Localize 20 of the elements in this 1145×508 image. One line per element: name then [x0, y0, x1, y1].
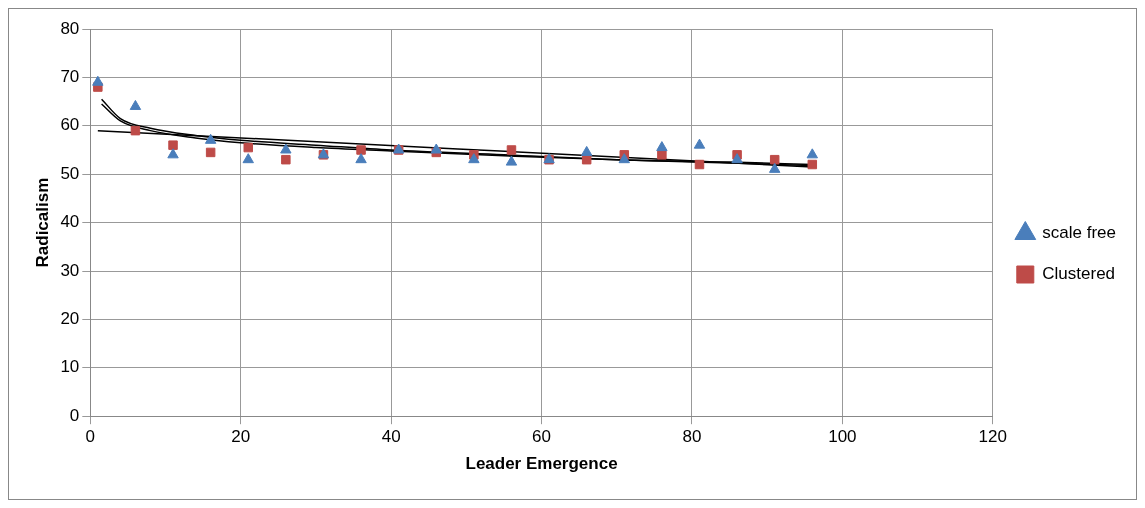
y-tick-label: 50: [60, 163, 80, 183]
y-tick-label: 0: [69, 405, 80, 425]
x-tick-label: 100: [828, 427, 857, 447]
legend-label: scale free: [1042, 223, 1116, 243]
x-tick-label: 120: [978, 427, 1007, 447]
y-tick-label: 80: [60, 18, 80, 38]
y-tick-label: 10: [60, 357, 80, 377]
x-axis-title: Leader Emergence: [465, 454, 618, 474]
x-tick-label: 60: [532, 427, 552, 447]
x-tick-label: 80: [682, 427, 702, 447]
x-tick-label: 0: [85, 427, 96, 447]
y-tick-label: 40: [60, 212, 80, 232]
y-tick-label: 30: [60, 260, 80, 280]
y-tick-label: 20: [60, 309, 80, 329]
y-tick-label: 70: [60, 67, 80, 87]
x-tick-label: 20: [231, 427, 251, 447]
legend-label: Clustered: [1042, 264, 1116, 284]
x-tick-label: 40: [381, 427, 401, 447]
y-axis-title: Radicalism: [32, 177, 52, 268]
y-tick-label: 60: [60, 115, 80, 135]
